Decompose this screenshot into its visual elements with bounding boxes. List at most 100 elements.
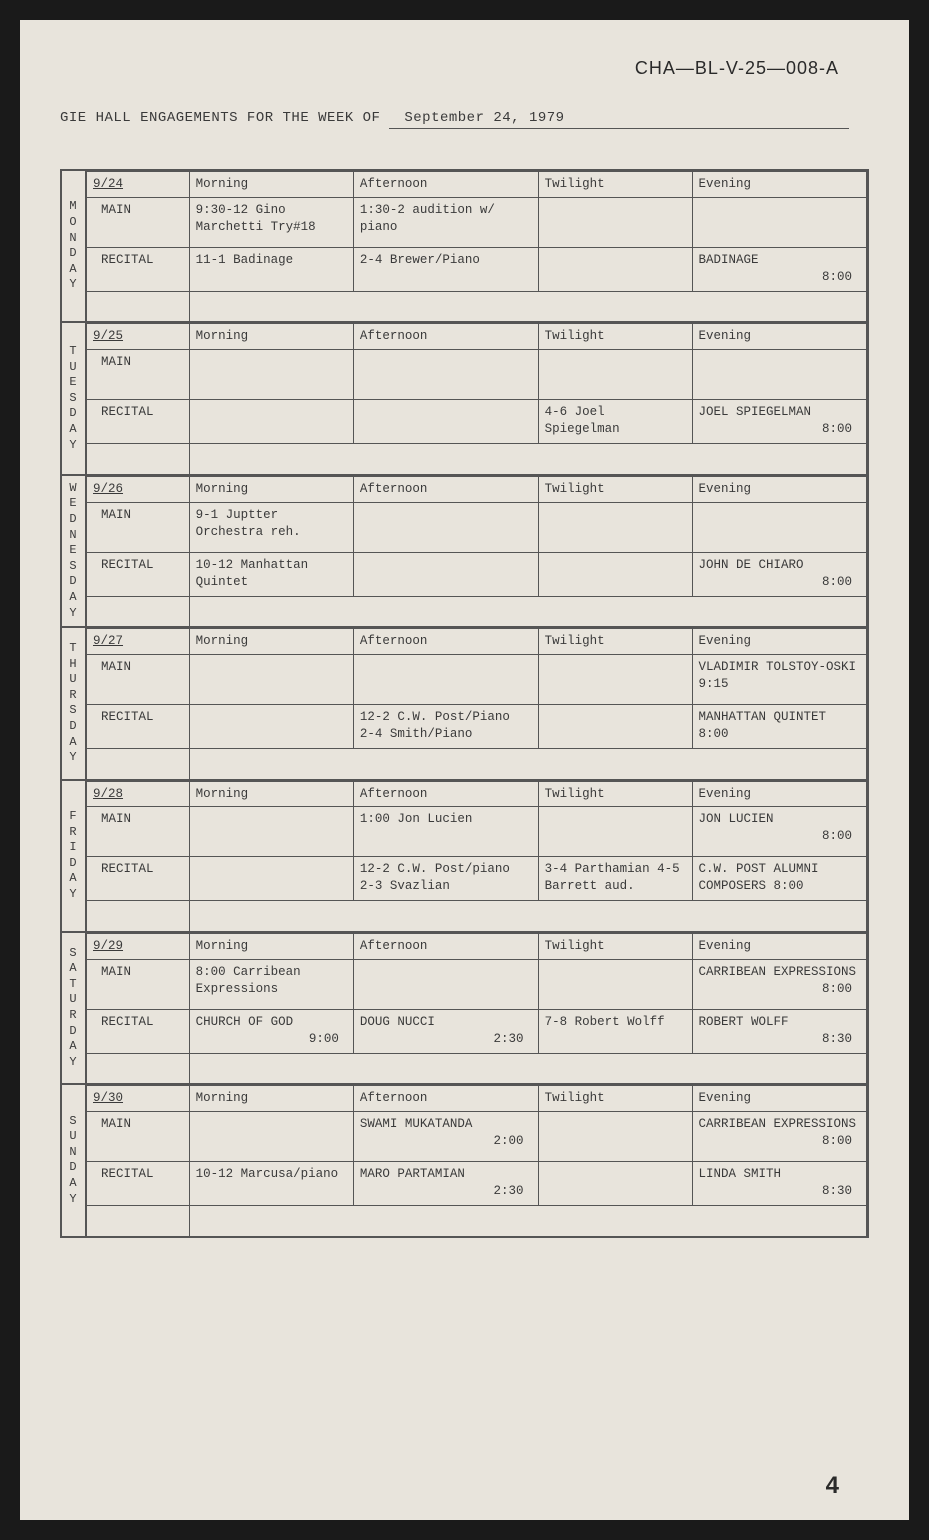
blank-cell — [87, 901, 190, 931]
cell — [692, 502, 867, 552]
col-afternoon: Afternoon — [353, 1086, 538, 1112]
col-morning: Morning — [189, 172, 353, 198]
col-morning: Morning — [189, 629, 353, 655]
recital-row: RECITAL11-1 Badinage2-4 Brewer/PianoBADI… — [87, 247, 867, 291]
day-block: SUNDAY9/30MorningAfternoonTwilightEvenin… — [62, 1085, 867, 1237]
col-afternoon: Afternoon — [353, 629, 538, 655]
col-twilight: Twilight — [538, 933, 692, 959]
cell: ROBERT WOLFF8:30 — [692, 1009, 867, 1053]
room-label: RECITAL — [87, 552, 190, 596]
cell: CARRIBEAN EXPRESSIONS8:00 — [692, 959, 867, 1009]
blank-cell — [189, 596, 866, 626]
col-morning: Morning — [189, 324, 353, 350]
blank-row — [87, 291, 867, 321]
document-id: CHA—BL-V-25—008-A — [635, 58, 839, 79]
cell: 8:00 Carribean Expressions — [189, 959, 353, 1009]
blank-cell — [189, 291, 866, 321]
blank-row — [87, 444, 867, 474]
cell — [538, 655, 692, 705]
day-block: FRIDAY9/28MorningAfternoonTwilightEvenin… — [62, 781, 867, 933]
blank-row — [87, 596, 867, 626]
day-grid: 9/28MorningAfternoonTwilightEveningMAIN1… — [86, 781, 867, 931]
cell — [538, 350, 692, 400]
date-header: 9/28 — [87, 781, 190, 807]
cell: 10-12 Marcusa/piano — [189, 1162, 353, 1206]
col-afternoon: Afternoon — [353, 172, 538, 198]
cell: LINDA SMITH8:30 — [692, 1162, 867, 1206]
col-evening: Evening — [692, 629, 867, 655]
cell: 7-8 Robert Wolff — [538, 1009, 692, 1053]
day-label: MONDAY — [62, 171, 86, 321]
cell: 12-2 C.W. Post/piano 2-3 Svazlian — [353, 857, 538, 901]
recital-row: RECITAL12-2 C.W. Post/Piano 2-4 Smith/Pi… — [87, 705, 867, 749]
header-prefix: GIE HALL ENGAGEMENTS FOR THE WEEK OF — [60, 110, 380, 126]
col-afternoon: Afternoon — [353, 476, 538, 502]
col-evening: Evening — [692, 476, 867, 502]
day-block: MONDAY9/24MorningAfternoonTwilightEvenin… — [62, 171, 867, 323]
day-block: THURSDAY9/27MorningAfternoonTwilightEven… — [62, 628, 867, 780]
schedule-table: MONDAY9/24MorningAfternoonTwilightEvenin… — [60, 169, 869, 1238]
cell: JOEL SPIEGELMAN8:00 — [692, 400, 867, 444]
cell — [189, 350, 353, 400]
day-label: SATURDAY — [62, 933, 86, 1083]
main-row: MAIN8:00 Carribean ExpressionsCARRIBEAN … — [87, 959, 867, 1009]
cell — [538, 1112, 692, 1162]
cell: JOHN DE CHIARO8:00 — [692, 552, 867, 596]
day-label: THURSDAY — [62, 628, 86, 778]
blank-cell — [87, 596, 190, 626]
cell — [538, 502, 692, 552]
cell: 1:00 Jon Lucien — [353, 807, 538, 857]
room-label: MAIN — [87, 502, 190, 552]
room-label: RECITAL — [87, 1162, 190, 1206]
cell — [538, 959, 692, 1009]
col-morning: Morning — [189, 781, 353, 807]
col-morning: Morning — [189, 1086, 353, 1112]
day-grid: 9/29MorningAfternoonTwilightEveningMAIN8… — [86, 933, 867, 1083]
blank-cell — [189, 1206, 866, 1236]
cell — [353, 655, 538, 705]
main-row: MAIN1:00 Jon LucienJON LUCIEN8:00 — [87, 807, 867, 857]
blank-row — [87, 901, 867, 931]
day-label: FRIDAY — [62, 781, 86, 931]
cell: BADINAGE8:00 — [692, 247, 867, 291]
date-header: 9/27 — [87, 629, 190, 655]
day-grid: 9/26MorningAfternoonTwilightEveningMAIN9… — [86, 476, 867, 626]
header-date: September 24, 1979 — [389, 110, 849, 129]
cell — [353, 959, 538, 1009]
cell — [538, 705, 692, 749]
room-label: MAIN — [87, 1112, 190, 1162]
col-evening: Evening — [692, 781, 867, 807]
room-label: MAIN — [87, 350, 190, 400]
day-grid: 9/27MorningAfternoonTwilightEveningMAINV… — [86, 628, 867, 778]
blank-cell — [87, 1206, 190, 1236]
blank-cell — [87, 291, 190, 321]
day-label: WEDNESDAY — [62, 476, 86, 626]
document-page: CHA—BL-V-25—008-A GIE HALL ENGAGEMENTS F… — [20, 20, 909, 1520]
cell — [692, 197, 867, 247]
col-twilight: Twilight — [538, 629, 692, 655]
cell: CARRIBEAN EXPRESSIONS8:00 — [692, 1112, 867, 1162]
cell — [538, 197, 692, 247]
cell — [692, 350, 867, 400]
cell — [189, 807, 353, 857]
day-label: TUESDAY — [62, 323, 86, 473]
cell — [538, 1162, 692, 1206]
day-block: SATURDAY9/29MorningAfternoonTwilightEven… — [62, 933, 867, 1085]
blank-cell — [87, 444, 190, 474]
cell — [189, 655, 353, 705]
blank-cell — [87, 749, 190, 779]
cell: SWAMI MUKATANDA2:00 — [353, 1112, 538, 1162]
cell — [353, 502, 538, 552]
col-evening: Evening — [692, 933, 867, 959]
col-twilight: Twilight — [538, 781, 692, 807]
room-label: RECITAL — [87, 705, 190, 749]
col-morning: Morning — [189, 476, 353, 502]
cell — [353, 552, 538, 596]
cell: 1:30-2 audition w/ piano — [353, 197, 538, 247]
room-label: RECITAL — [87, 400, 190, 444]
recital-row: RECITALCHURCH OF GOD9:00DOUG NUCCI2:307-… — [87, 1009, 867, 1053]
blank-cell — [189, 1053, 866, 1083]
recital-row: RECITAL4-6 Joel SpiegelmanJOEL SPIEGELMA… — [87, 400, 867, 444]
cell — [538, 247, 692, 291]
date-header: 9/29 — [87, 933, 190, 959]
